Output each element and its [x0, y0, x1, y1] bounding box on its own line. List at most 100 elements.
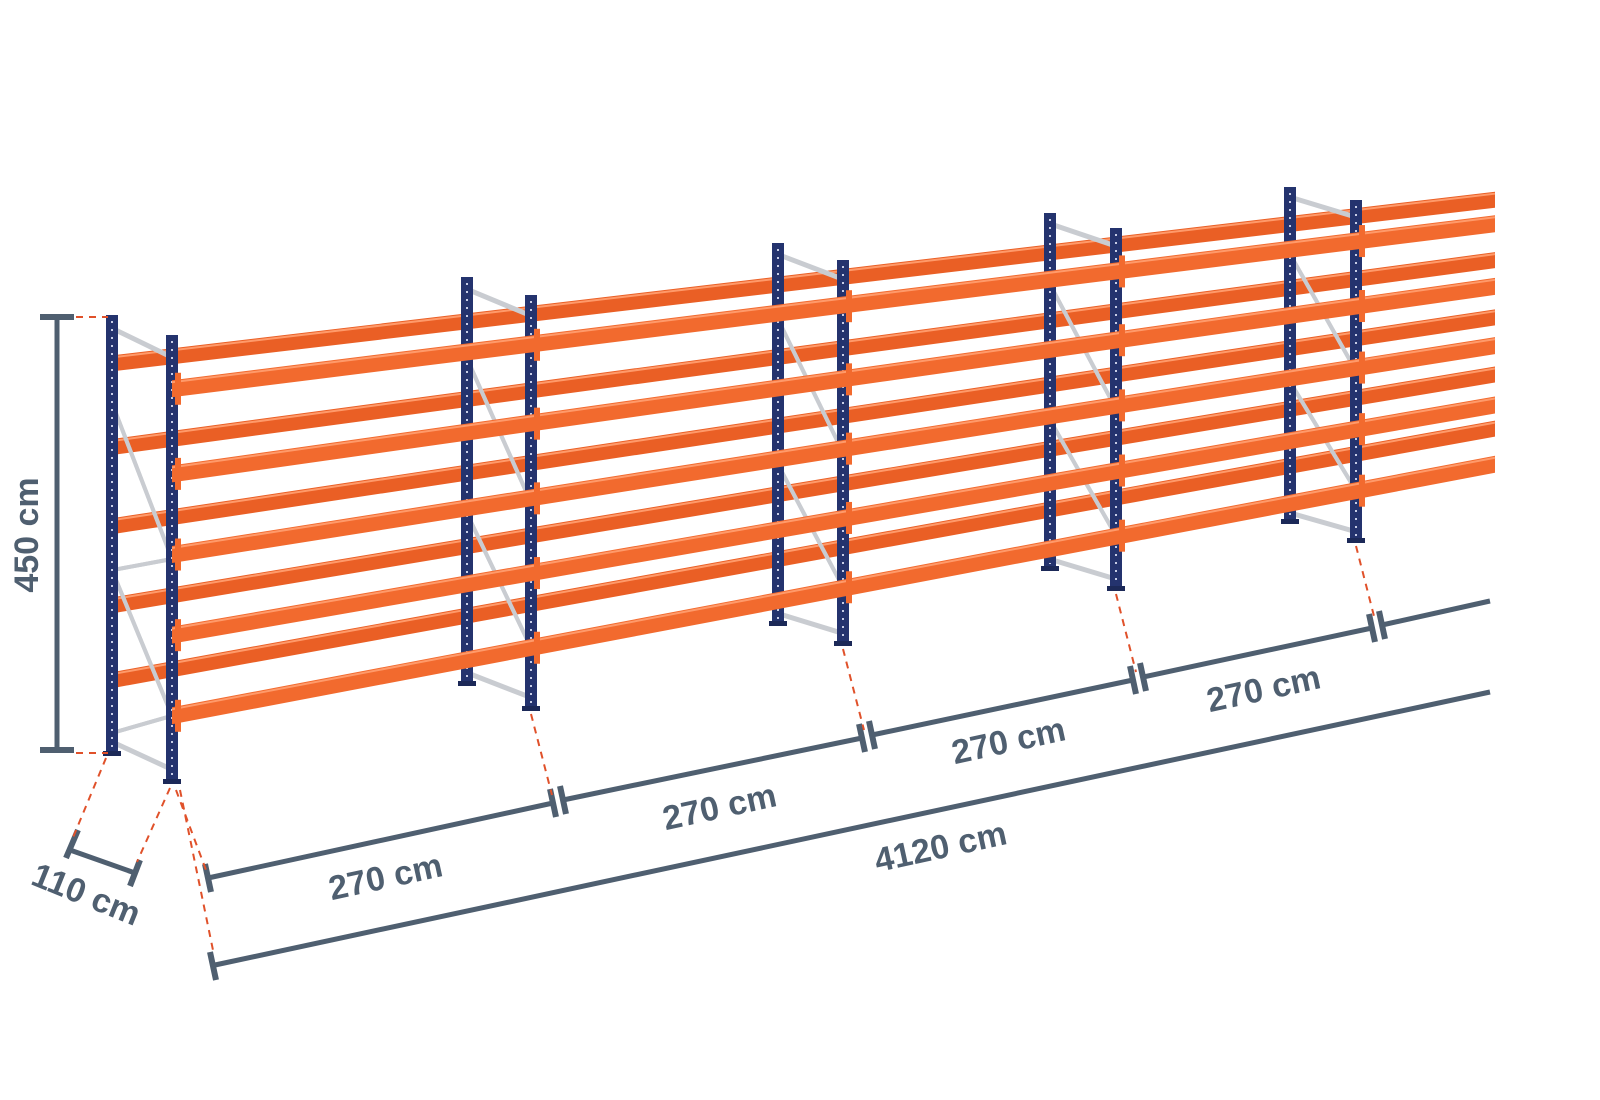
bay-cap — [1127, 665, 1139, 695]
back-upright — [461, 277, 473, 685]
front-beam-3 — [172, 337, 1495, 564]
bay-cap — [1376, 610, 1388, 640]
back-beam-2 — [112, 252, 1495, 455]
front-beam-highlight — [171, 278, 1496, 469]
dimension-lines — [40, 314, 1491, 981]
bay-dimension-line — [1381, 598, 1491, 628]
front-beam-1 — [172, 215, 1495, 398]
back-beam-highlight — [111, 192, 1496, 359]
front-beam-2 — [172, 277, 1495, 483]
horizontal-brace — [466, 286, 532, 319]
bay-cap — [856, 723, 868, 753]
horizontal-brace — [777, 252, 844, 282]
reference-dash — [530, 713, 553, 796]
beam-connector — [846, 571, 852, 604]
upright-frames — [103, 187, 1365, 784]
bay-2-label: 270 cm — [659, 776, 780, 838]
depth-cap — [63, 828, 81, 860]
back-beam-highlight — [111, 421, 1496, 676]
beam-connector — [1119, 255, 1125, 288]
total-length-dimension-line — [214, 689, 1491, 968]
back-beam-5 — [112, 420, 1495, 689]
diagonal-brace — [111, 713, 173, 735]
beam-connector — [175, 457, 181, 490]
bay-dimension-line — [1142, 625, 1373, 680]
depth-dimension-line — [69, 847, 136, 876]
beam-connector — [534, 407, 540, 440]
horizontal-brace — [1049, 556, 1117, 582]
horizontal-brace — [110, 325, 174, 360]
beam-connector — [1119, 324, 1125, 357]
bay-cap — [1366, 613, 1378, 643]
bay-cap — [1137, 662, 1149, 692]
diagonal-brace — [110, 402, 174, 560]
bay-4-label: 270 cm — [1203, 658, 1324, 720]
beam-connector — [175, 619, 181, 652]
baseplate — [1041, 566, 1059, 571]
reference-dash — [136, 787, 171, 863]
total-length-label: 4120 cm — [871, 814, 1010, 880]
bay-cap — [557, 785, 569, 815]
back-beam-highlight — [111, 310, 1496, 522]
baseplate — [458, 681, 476, 686]
beam-connector — [846, 290, 852, 323]
bay-3-label: 270 cm — [948, 710, 1069, 772]
back-beams — [111, 191, 1496, 689]
front-beam-highlight — [171, 456, 1496, 711]
beam-connector — [846, 432, 852, 465]
baseplate — [103, 751, 121, 756]
height-label: 450 cm — [8, 477, 46, 592]
back-upright — [106, 315, 118, 755]
front-beam-5 — [172, 455, 1495, 725]
bay-cap — [866, 720, 878, 750]
depth-label: 110 cm — [26, 856, 145, 934]
horizontal-brace — [466, 670, 532, 700]
beam-connector — [175, 372, 181, 405]
beam-connector — [534, 631, 540, 664]
reference-dash — [175, 789, 207, 871]
front-beam-highlight — [171, 397, 1496, 630]
back-beam-4 — [112, 366, 1495, 614]
front-beam-highlight — [171, 216, 1496, 384]
depth-cap — [127, 858, 143, 888]
beam-connector — [534, 557, 540, 590]
baseplate — [834, 641, 852, 646]
diagonal-brace — [111, 557, 173, 573]
bay-dimension-line — [562, 735, 863, 803]
baseplate — [769, 621, 787, 626]
horizontal-brace — [1289, 194, 1357, 220]
beam-connector — [846, 363, 852, 396]
horizontal-brace — [777, 611, 844, 636]
baseplate — [163, 779, 181, 784]
beam-connector — [1119, 389, 1125, 422]
back-beam-3 — [112, 309, 1495, 535]
fade-overlay — [1350, 150, 1600, 750]
diagonal-brace — [110, 569, 174, 717]
baseplate — [1281, 519, 1299, 524]
front-beam-4 — [172, 396, 1495, 644]
beam-connector — [534, 482, 540, 515]
front-beams — [171, 215, 1496, 732]
beam-connector — [534, 328, 540, 361]
beam-connector — [1119, 519, 1125, 552]
total-cap — [207, 951, 219, 981]
reference-dash — [71, 757, 107, 841]
horizontal-brace — [1289, 510, 1357, 535]
baseplate — [522, 706, 540, 711]
back-beam-highlight — [111, 253, 1496, 442]
beam-connector — [846, 501, 852, 534]
horizontal-brace — [1049, 221, 1117, 249]
back-beam-highlight — [111, 367, 1496, 601]
reference-dash — [842, 648, 865, 731]
baseplate — [1107, 586, 1125, 591]
front-beam-highlight — [171, 338, 1496, 550]
horizontal-brace — [110, 739, 174, 772]
bay-dimension-line — [207, 800, 554, 881]
reference-dash — [1115, 593, 1137, 673]
reference-dash — [179, 789, 215, 956]
beam-connector — [175, 538, 181, 571]
bay-1-label: 270 cm — [325, 846, 446, 908]
back-beam-1 — [112, 191, 1495, 372]
